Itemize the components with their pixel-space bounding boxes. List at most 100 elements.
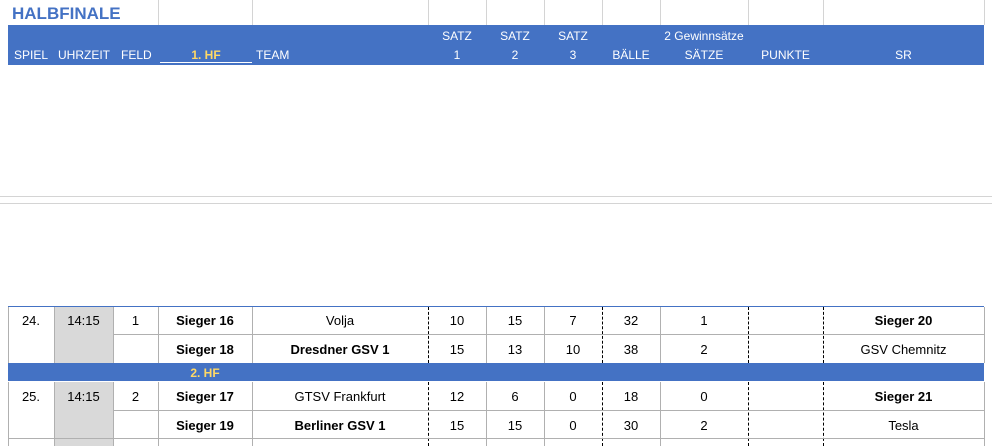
col-border (544, 307, 545, 363)
spiel-cell: 24. (21, 313, 41, 328)
header-satz3-bottom: 3 (569, 48, 577, 62)
col-border (158, 382, 159, 446)
col-border (486, 307, 487, 363)
grid-line (823, 0, 824, 25)
col-border (158, 307, 159, 363)
feld-cell: 1 (131, 313, 140, 328)
header-hf1: 1. HF (191, 48, 221, 62)
table-top-border (8, 306, 984, 307)
col-border (486, 382, 487, 446)
grid-line (158, 0, 159, 25)
slot-cell: Sieger 16 (176, 313, 234, 328)
header-spiel: SPIEL (14, 48, 49, 62)
sr-cell: Sieger 21 (874, 389, 933, 404)
col-border (8, 307, 9, 363)
satz2-cell: 13 (507, 342, 523, 357)
hf2-label: 2. HF (190, 366, 220, 380)
header-feld: FELD (121, 48, 152, 62)
saetze-cell: 1 (700, 313, 708, 328)
satz2-cell: 15 (507, 418, 523, 433)
col-border (113, 382, 114, 446)
satz1-cell: 15 (449, 418, 465, 433)
col-border (984, 307, 985, 363)
col-border (984, 382, 985, 446)
sr-cell: Sieger 20 (874, 313, 933, 328)
header-satz3-top: SATZ (558, 29, 588, 43)
page-title: HALBFINALE (12, 4, 121, 23)
grid-line (748, 0, 749, 25)
grid-line (428, 0, 429, 25)
col-border (252, 382, 253, 446)
header-saetze: SÄTZE (684, 48, 724, 62)
grid-line (0, 203, 992, 204)
column-header-band (8, 25, 984, 65)
team-cell: Berliner GSV 1 (294, 418, 386, 433)
saetze-cell: 2 (700, 342, 708, 357)
col-border-dashed (748, 307, 749, 363)
satz3-cell: 0 (569, 418, 577, 433)
feld-cell: 2 (131, 389, 140, 404)
baelle-cell: 38 (623, 342, 639, 357)
col-border-dashed (428, 307, 429, 363)
col-border (54, 307, 55, 363)
saetze-cell: 2 (700, 418, 708, 433)
header-satz1-top: SATZ (442, 29, 472, 43)
grid-line (486, 0, 487, 25)
uhrzeit-cell-shade (54, 382, 113, 446)
col-border-dashed (823, 307, 824, 363)
satz2-cell: 15 (507, 313, 523, 328)
col-border-dashed (748, 382, 749, 446)
spiel-cell: 25. (21, 389, 41, 404)
col-border (54, 382, 55, 446)
col-border-dashed (602, 307, 603, 363)
col-border-dashed (823, 382, 824, 446)
row-divider (113, 334, 984, 335)
uhrzeit-cell-shade (54, 307, 113, 363)
header-punkte: PUNKTE (761, 48, 810, 62)
team-cell: Dresdner GSV 1 (290, 342, 390, 357)
col-border (113, 307, 114, 363)
grid-line (602, 0, 603, 25)
col-border-dashed (602, 382, 603, 446)
team-cell: Volja (325, 313, 355, 328)
row-divider (113, 410, 984, 411)
grid-line (0, 196, 992, 197)
grid-line (660, 0, 661, 25)
slot-cell: Sieger 18 (176, 342, 234, 357)
satz1-cell: 15 (449, 342, 465, 357)
satz2-cell: 6 (511, 389, 519, 404)
col-border (8, 382, 9, 446)
header-baelle: BÄLLE (612, 48, 650, 62)
baelle-cell: 18 (623, 389, 639, 404)
header-satz1-bottom: 1 (453, 48, 461, 62)
col-border (252, 307, 253, 363)
uhrzeit-cell: 14:15 (67, 389, 100, 404)
grid-line (544, 0, 545, 25)
header-team: TEAM (256, 48, 290, 62)
satz3-cell: 7 (569, 313, 577, 328)
baelle-cell: 30 (623, 418, 639, 433)
col-border (544, 382, 545, 446)
satz1-cell: 10 (449, 313, 465, 328)
header-uhrzeit: UHRZEIT (58, 48, 110, 62)
header-hf1-underline (160, 62, 252, 63)
uhrzeit-cell: 14:15 (67, 313, 100, 328)
satz1-cell: 12 (449, 389, 465, 404)
sr-cell: Tesla (888, 418, 919, 433)
header-satz2-top: SATZ (500, 29, 530, 43)
slot-cell: Sieger 19 (176, 418, 234, 433)
hf2-band (8, 363, 984, 381)
col-border (660, 382, 661, 446)
team-cell: GTSV Frankfurt (294, 389, 386, 404)
grid-line (252, 0, 253, 25)
sr-cell: GSV Chemnitz (860, 342, 947, 357)
col-border (660, 307, 661, 363)
header-gewinnsaetze: 2 Gewinnsätze (664, 29, 744, 43)
satz3-cell: 0 (569, 389, 577, 404)
grid-line (984, 0, 985, 25)
header-sr: SR (895, 48, 912, 62)
slot-cell: Sieger 17 (176, 389, 234, 404)
baelle-cell: 32 (623, 313, 639, 328)
row-divider (8, 438, 984, 439)
